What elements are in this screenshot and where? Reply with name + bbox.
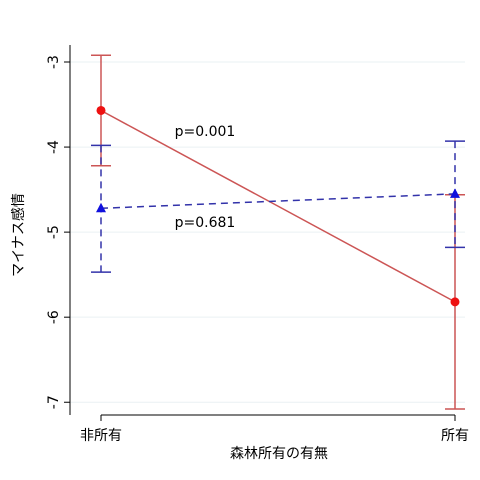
data-point <box>450 188 460 198</box>
p-value-annotation-2: p=0.681 <box>175 215 236 231</box>
series-line <box>100 109 456 303</box>
series-2 <box>91 140 465 273</box>
y-tick-label: -7 <box>46 395 62 409</box>
y-ticks: -3 -4 -5 -6 -7 <box>46 55 70 409</box>
series <box>91 54 465 410</box>
y-axis-title: マイナス感情 <box>10 193 27 277</box>
p-value-annotation-1: p=0.001 <box>175 124 236 140</box>
x-axis-title: 森林所有の有無 <box>230 446 328 462</box>
y-tick-label: -5 <box>46 225 62 239</box>
x-ticks: 非所有 所有 <box>80 415 469 444</box>
y-tick-label: -3 <box>46 55 62 69</box>
grid-lines <box>70 61 465 403</box>
axes <box>69 45 455 416</box>
y-tick-label: -4 <box>46 140 62 154</box>
data-point <box>450 297 460 307</box>
x-tick-label: 所有 <box>441 428 469 444</box>
data-point <box>96 105 106 115</box>
y-tick-label: -6 <box>46 310 62 324</box>
x-tick-label: 非所有 <box>80 428 122 444</box>
data-point <box>96 202 106 213</box>
